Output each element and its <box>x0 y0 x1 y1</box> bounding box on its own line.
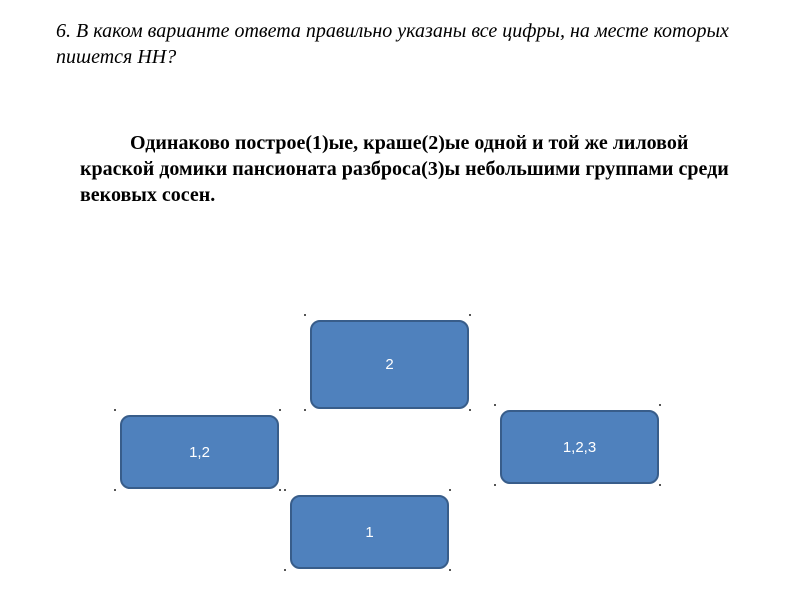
handle-dot <box>284 569 286 571</box>
option-left-label: 1,2 <box>189 444 210 461</box>
option-top-label: 2 <box>385 356 393 373</box>
handle-dot <box>469 409 471 411</box>
handle-dot <box>114 489 116 491</box>
handle-dot <box>304 409 306 411</box>
passage-text: Одинаково построе(1)ые, краше(2)ые одной… <box>80 130 730 208</box>
option-bottom-label: 1 <box>365 524 373 541</box>
question-text: 6. В каком варианте ответа правильно ука… <box>56 18 760 70</box>
slide: 6. В каком варианте ответа правильно ука… <box>0 0 800 600</box>
option-right-label: 1,2,3 <box>563 439 596 456</box>
handle-dot <box>659 404 661 406</box>
options-area: 2 1,2 1,2,3 1 <box>0 315 800 600</box>
handle-dot <box>279 489 281 491</box>
option-top[interactable]: 2 <box>310 320 469 409</box>
option-left[interactable]: 1,2 <box>120 415 279 489</box>
handle-dot <box>114 409 116 411</box>
handle-dot <box>469 314 471 316</box>
handle-dot <box>449 569 451 571</box>
option-bottom[interactable]: 1 <box>290 495 449 569</box>
handle-dot <box>494 404 496 406</box>
handle-dot <box>659 484 661 486</box>
handle-dot <box>449 489 451 491</box>
option-right[interactable]: 1,2,3 <box>500 410 659 484</box>
handle-dot <box>494 484 496 486</box>
handle-dot <box>279 409 281 411</box>
handle-dot <box>304 314 306 316</box>
handle-dot <box>284 489 286 491</box>
